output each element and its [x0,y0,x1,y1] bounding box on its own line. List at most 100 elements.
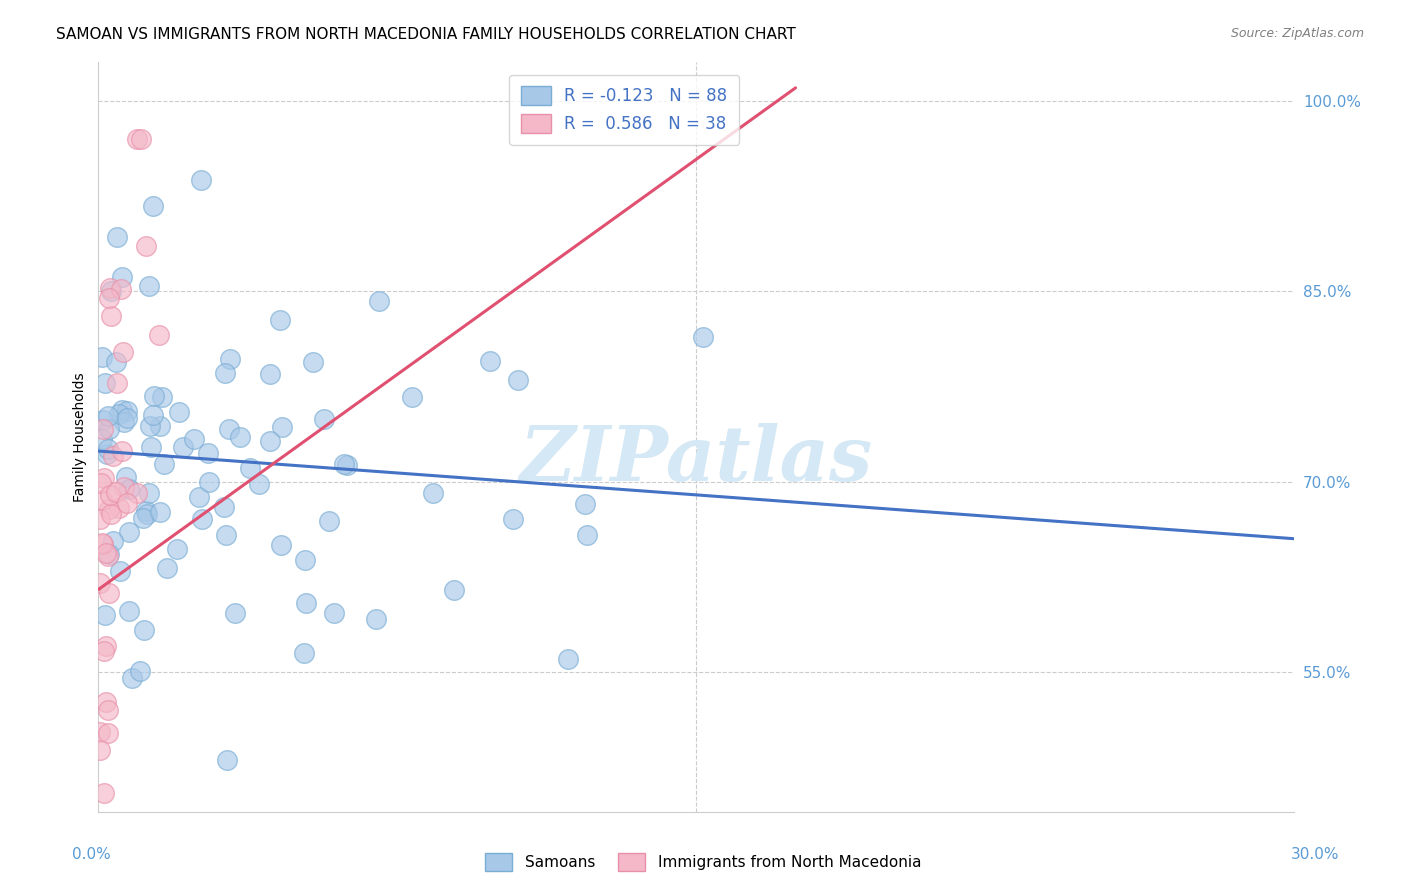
Point [98,281,121,295]
Point [98,291,121,305]
Point [118,604,141,618]
Point [97,442,120,457]
Point [139,418,162,433]
Point [295,597,318,611]
Point [333,457,356,471]
Point [91,536,114,550]
Point [101,534,124,549]
Point [149,505,172,519]
Point [91,493,114,508]
Text: Source: ZipAtlas.com: Source: ZipAtlas.com [1230,27,1364,40]
Point [114,415,136,429]
Legend: Samoans, Immigrants from North Macedonia: Samoans, Immigrants from North Macedonia [475,844,931,880]
Point [229,430,252,444]
Point [269,313,291,327]
Point [153,457,176,471]
Point [89,743,111,757]
Point [166,541,188,556]
Point [129,131,152,145]
Point [142,409,165,423]
Text: SAMOAN VS IMMIGRANTS FROM NORTH MACEDONIA FAMILY HOUSEHOLDS CORRELATION CHART: SAMOAN VS IMMIGRANTS FROM NORTH MACEDONI… [56,27,796,42]
Point [135,239,157,253]
Point [108,407,131,421]
Point [108,565,131,579]
Point [98,547,121,561]
Point [502,512,524,526]
Point [91,536,114,550]
Point [197,445,219,459]
Point [117,496,139,510]
Point [121,671,143,685]
Point [94,546,117,560]
Point [302,354,325,368]
Point [215,528,238,542]
Point [247,477,270,491]
Point [125,131,148,145]
Text: 30.0%: 30.0% [1291,847,1339,862]
Point [94,695,117,709]
Point [150,390,173,404]
Point [110,282,132,296]
Point [100,284,122,298]
Point [112,480,135,494]
Point [239,461,262,475]
Point [105,376,128,390]
Point [111,269,134,284]
Point [574,498,596,512]
Point [212,500,235,514]
Point [367,294,389,309]
Point [314,412,336,426]
Point [89,512,111,526]
Point [105,229,128,244]
Point [214,366,236,380]
Point [89,576,111,591]
Point [105,485,128,500]
Point [219,351,242,366]
Point [149,418,172,433]
Point [156,561,179,575]
Point [401,390,423,404]
Point [96,447,118,461]
Point [125,485,148,500]
Point [557,652,579,666]
Point [93,471,115,485]
Point [142,199,165,213]
Point [259,434,281,449]
Point [422,485,444,500]
Point [135,504,157,518]
Point [111,444,134,458]
Point [148,327,170,342]
Point [90,475,112,490]
Point [89,725,111,739]
Point [94,639,117,653]
Point [97,409,120,423]
Point [318,514,340,528]
Point [97,549,120,564]
Y-axis label: Family Households: Family Households [73,372,87,502]
Point [101,449,124,463]
Point [104,355,127,369]
Legend: R = -0.123   N = 88, R =  0.586   N = 38: R = -0.123 N = 88, R = 0.586 N = 38 [509,75,740,145]
Point [364,611,387,625]
Point [218,422,240,436]
Point [91,432,114,446]
Point [139,441,162,455]
Point [98,422,121,436]
Point [169,404,191,418]
Point [108,501,131,516]
Point [93,422,115,436]
Point [183,432,205,446]
Point [692,330,714,344]
Point [292,646,315,660]
Text: ZIPatlas: ZIPatlas [519,423,873,497]
Point [224,606,246,620]
Point [508,373,530,387]
Point [98,488,121,502]
Point [131,510,153,524]
Point [294,552,316,566]
Point [478,353,501,368]
Point [135,507,157,521]
Point [336,458,359,472]
Point [134,623,156,637]
Point [97,586,120,600]
